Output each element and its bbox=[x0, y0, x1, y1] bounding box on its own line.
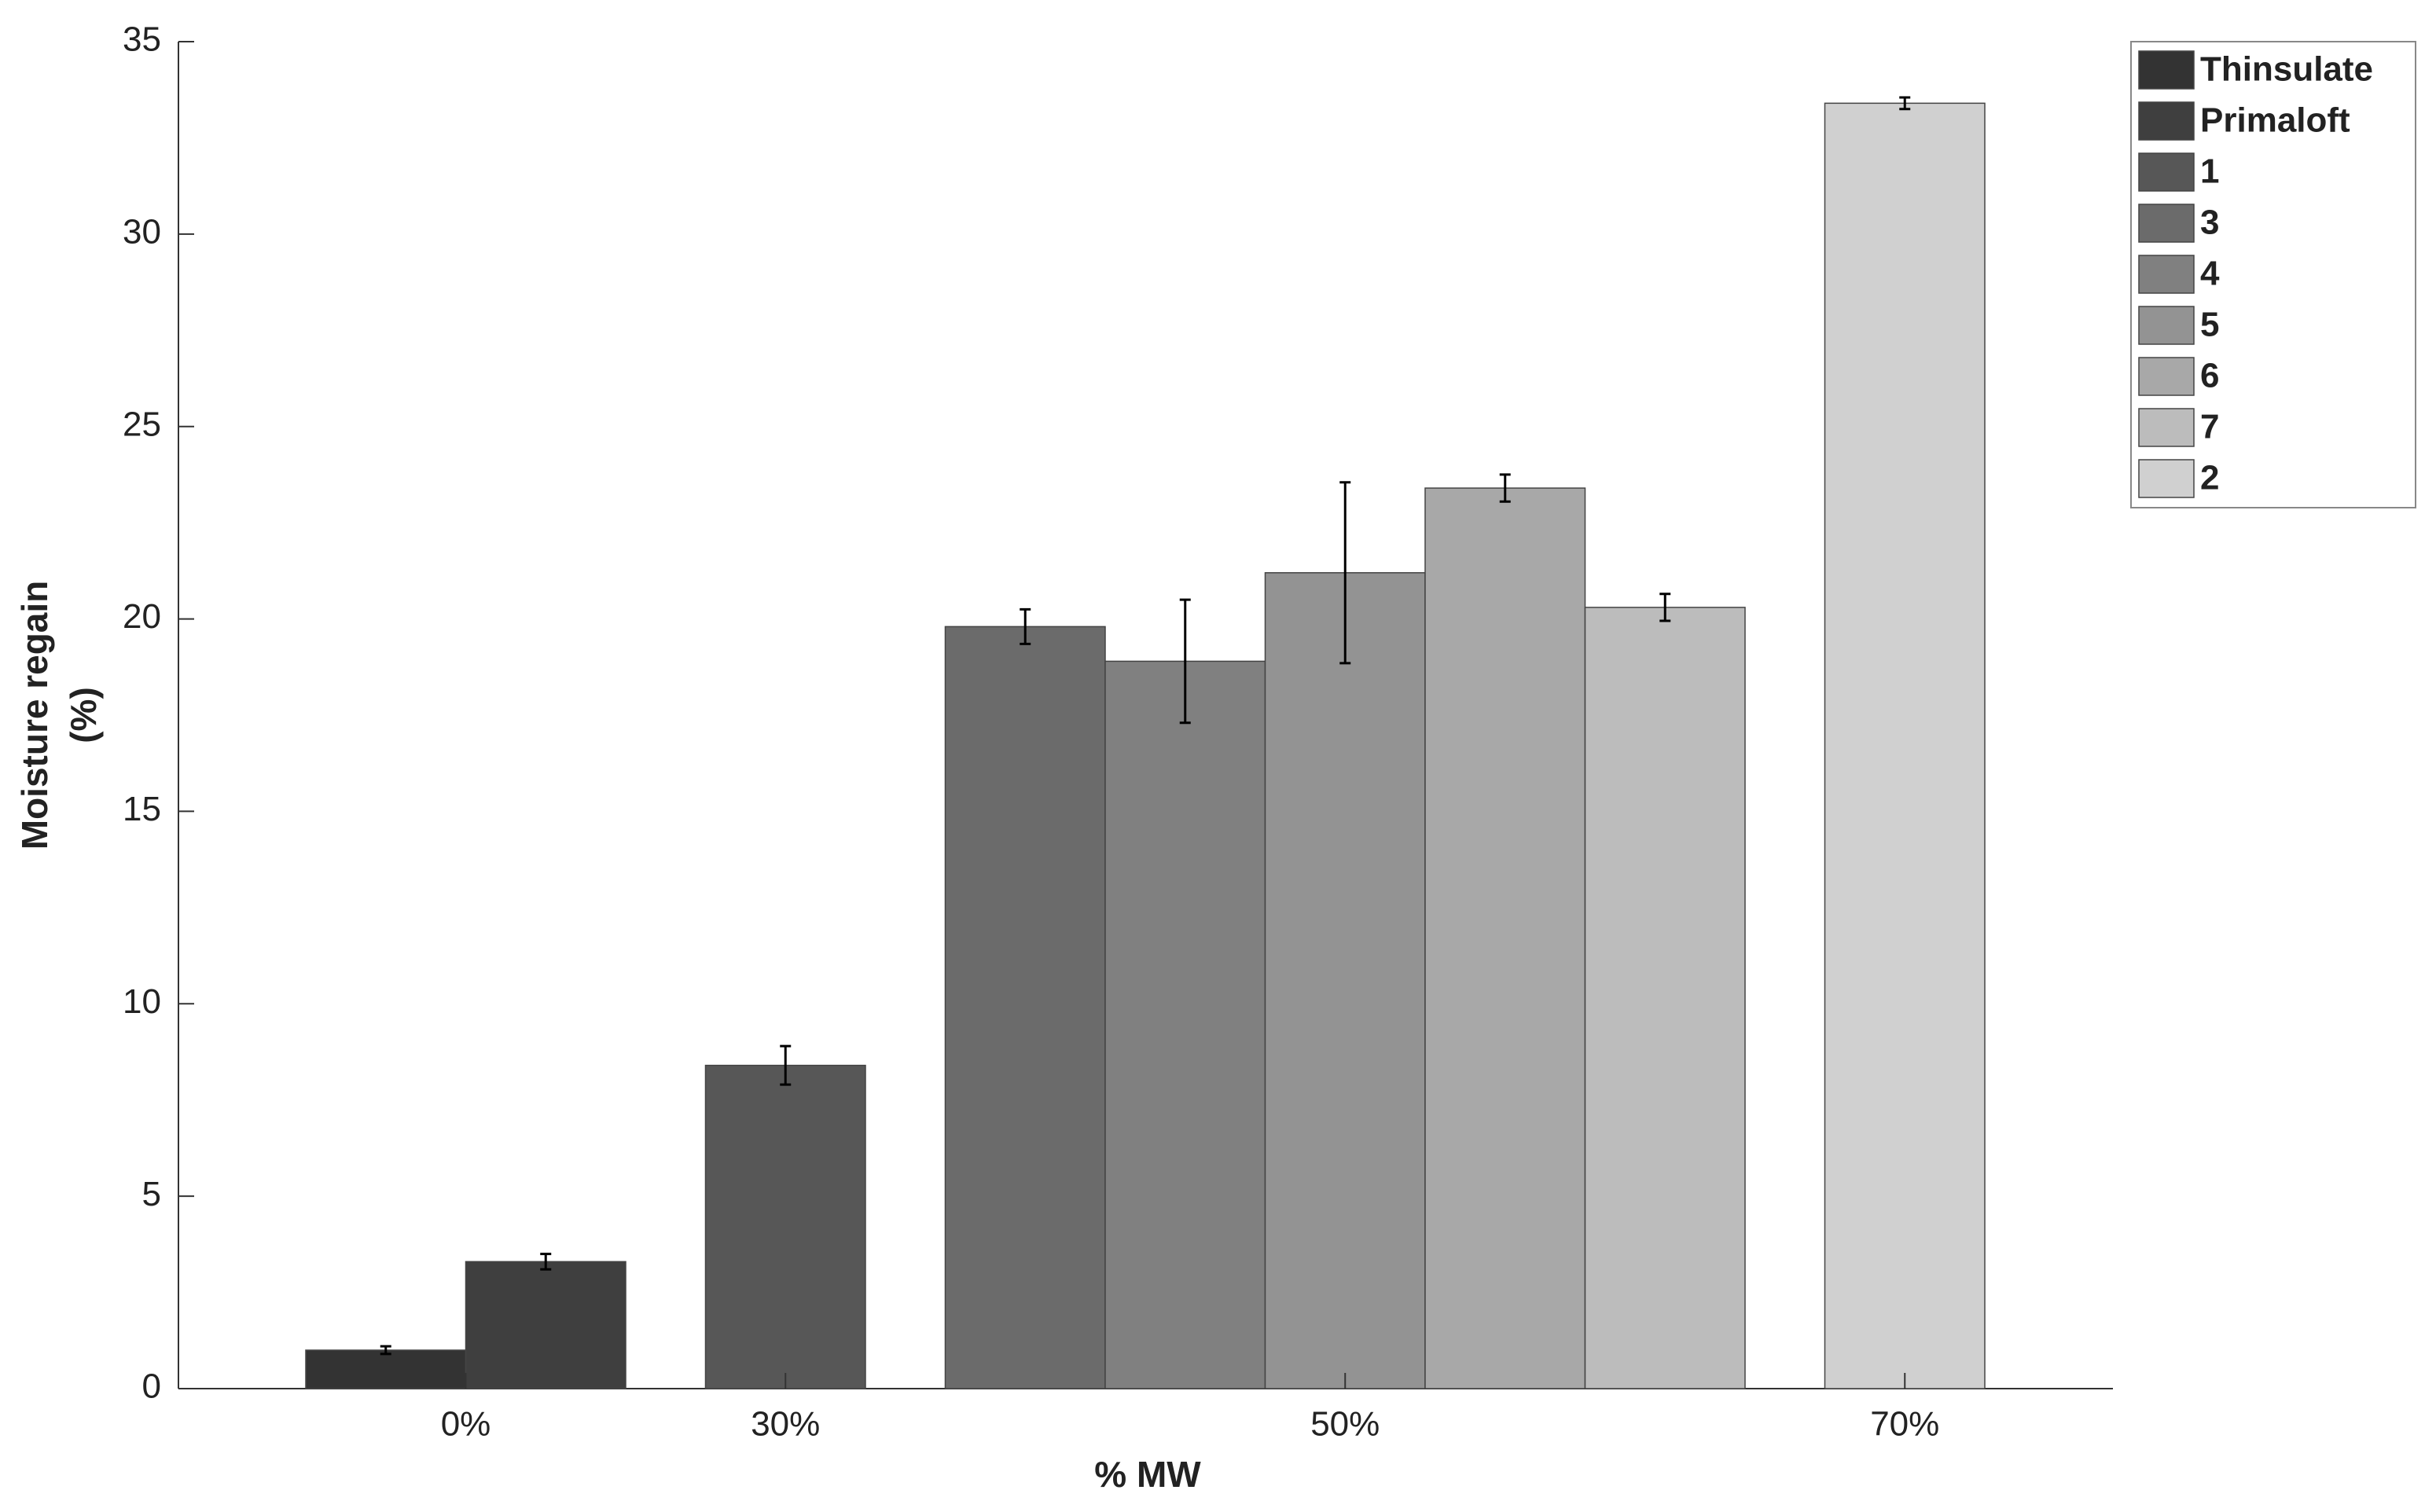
legend-swatch bbox=[2138, 408, 2195, 447]
bar bbox=[305, 1349, 467, 1389]
y-tick-label: 5 bbox=[142, 1175, 161, 1213]
y-tick-label: 20 bbox=[123, 597, 161, 636]
error-bar bbox=[1179, 598, 1191, 725]
legend-label: 7 bbox=[2200, 408, 2219, 446]
error-bar bbox=[1020, 607, 1031, 645]
y-tick-label: 30 bbox=[123, 212, 161, 251]
bar bbox=[1424, 487, 1586, 1389]
legend-swatch bbox=[2138, 101, 2195, 141]
legend-swatch bbox=[2138, 255, 2195, 294]
error-bar bbox=[540, 1253, 552, 1271]
legend-label: 4 bbox=[2200, 255, 2220, 293]
legend-label: Thinsulate bbox=[2200, 50, 2373, 89]
y-tick-label: 15 bbox=[123, 790, 161, 828]
x-axis-label: % MW bbox=[1094, 1454, 1201, 1495]
y-tick-label: 10 bbox=[123, 982, 161, 1021]
error-bar bbox=[1899, 96, 1911, 111]
y-axis-label: (%) bbox=[63, 687, 104, 743]
legend-label: 1 bbox=[2200, 152, 2219, 191]
x-tick-label: 0% bbox=[441, 1405, 491, 1444]
legend-swatch bbox=[2138, 152, 2195, 192]
legend-label: 2 bbox=[2200, 459, 2219, 497]
legend-label: Primaloft bbox=[2200, 101, 2350, 140]
x-tick-label: 30% bbox=[751, 1405, 820, 1444]
error-bar bbox=[380, 1345, 391, 1356]
legend-label: 3 bbox=[2200, 204, 2219, 242]
bar bbox=[465, 1261, 626, 1389]
x-tick-label: 50% bbox=[1310, 1405, 1380, 1444]
legend-swatch bbox=[2138, 306, 2195, 345]
legend-label: 5 bbox=[2200, 306, 2219, 344]
bar bbox=[704, 1064, 866, 1389]
bar bbox=[1824, 102, 1986, 1389]
bar bbox=[1584, 607, 1746, 1389]
bar bbox=[1264, 572, 1426, 1389]
y-tick-label: 0 bbox=[142, 1367, 161, 1406]
legend-swatch bbox=[2138, 357, 2195, 396]
error-bar bbox=[1339, 481, 1351, 665]
bar bbox=[944, 626, 1106, 1389]
legend-swatch bbox=[2138, 50, 2195, 90]
legend-swatch bbox=[2138, 459, 2195, 498]
error-bar bbox=[1659, 593, 1671, 622]
error-bar bbox=[780, 1044, 792, 1086]
legend-label: 6 bbox=[2200, 357, 2219, 395]
y-axis-label: Moisture regain bbox=[14, 581, 55, 850]
y-tick-label: 25 bbox=[123, 405, 161, 443]
x-tick-label: 70% bbox=[1870, 1405, 1939, 1444]
bar bbox=[1104, 660, 1266, 1389]
legend-swatch bbox=[2138, 204, 2195, 243]
error-bar bbox=[1499, 473, 1511, 503]
y-tick-label: 35 bbox=[123, 20, 161, 59]
